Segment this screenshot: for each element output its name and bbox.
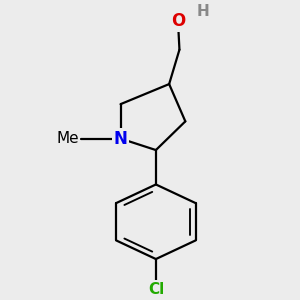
Text: O: O	[171, 12, 185, 30]
Text: H: H	[196, 4, 209, 19]
Text: Cl: Cl	[148, 282, 164, 297]
Text: Me: Me	[57, 131, 79, 146]
Text: N: N	[114, 130, 128, 148]
